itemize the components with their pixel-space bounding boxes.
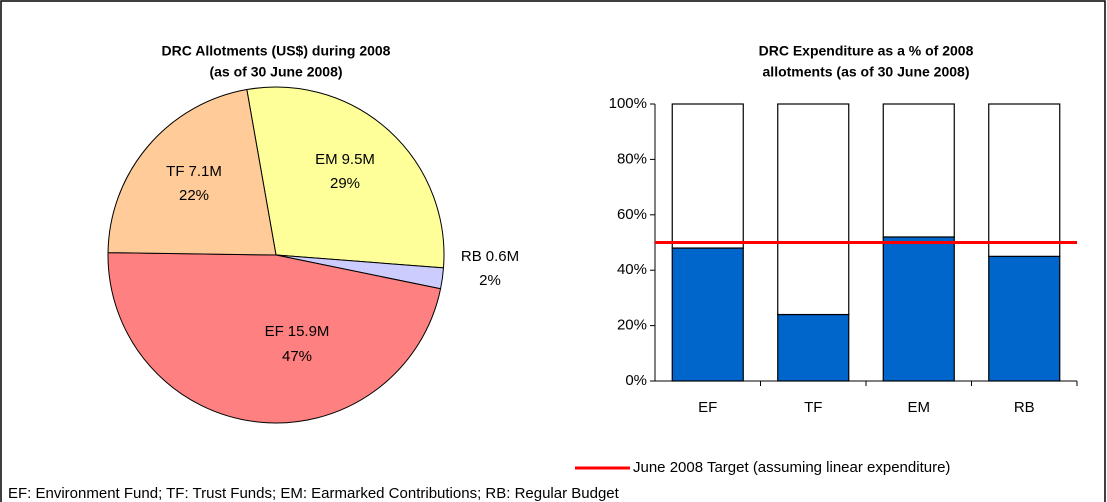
slice-category: EF bbox=[265, 323, 284, 340]
slice-amount: 9.5M bbox=[342, 151, 375, 168]
bar-segment bbox=[777, 313, 850, 382]
slice-percent: 22% bbox=[179, 187, 209, 204]
bar-title: allotments (as of 30 June 2008) bbox=[763, 64, 970, 80]
y-tick-label: 40% bbox=[617, 261, 647, 278]
bar-segment bbox=[671, 247, 744, 382]
y-tick-label: 0% bbox=[625, 372, 647, 389]
slice-amount: 0.6M bbox=[486, 248, 519, 265]
slice-percent: 47% bbox=[282, 348, 312, 365]
y-tick-label: 100% bbox=[609, 95, 647, 112]
bar-segment bbox=[671, 103, 744, 249]
slice-category: TF bbox=[166, 163, 184, 180]
x-tick-label: RB bbox=[1014, 399, 1035, 416]
footnote: EF: Environment Fund; TF: Trust Funds; E… bbox=[8, 485, 620, 502]
x-tick-label: EF bbox=[698, 399, 717, 416]
slice-percent: 29% bbox=[330, 175, 360, 192]
slice-label: TF 7.1M bbox=[166, 163, 222, 180]
bar-segment bbox=[882, 103, 955, 238]
pie-slice bbox=[246, 86, 445, 269]
pie-title: (as of 30 June 2008) bbox=[209, 64, 342, 80]
pie-title: DRC Allotments (US$) during 2008 bbox=[162, 43, 391, 59]
slice-label: EM 9.5M bbox=[315, 151, 375, 168]
pie-slice bbox=[107, 88, 277, 256]
bar-segment bbox=[882, 236, 955, 382]
slice-amount: 15.9M bbox=[288, 323, 330, 340]
bar-title: DRC Expenditure as a % of 2008 bbox=[759, 43, 974, 59]
pie-slice bbox=[107, 252, 442, 424]
y-tick-label: 80% bbox=[617, 150, 647, 167]
slice-percent: 2% bbox=[479, 272, 501, 289]
slice-category: RB bbox=[461, 248, 482, 265]
slice-label: RB 0.6M bbox=[461, 248, 519, 265]
legend-label: June 2008 Target (assuming linear expend… bbox=[633, 459, 950, 476]
slice-amount: 7.1M bbox=[188, 163, 221, 180]
y-tick-label: 20% bbox=[617, 317, 647, 334]
slice-category: EM bbox=[315, 151, 338, 168]
y-tick-label: 60% bbox=[617, 206, 647, 223]
bar-segment bbox=[988, 103, 1061, 257]
x-tick-label: TF bbox=[804, 399, 822, 416]
bar-segment bbox=[988, 255, 1061, 382]
slice-label: EF 15.9M bbox=[265, 323, 330, 340]
x-tick-label: EM bbox=[908, 399, 931, 416]
bar-segment bbox=[777, 103, 850, 316]
